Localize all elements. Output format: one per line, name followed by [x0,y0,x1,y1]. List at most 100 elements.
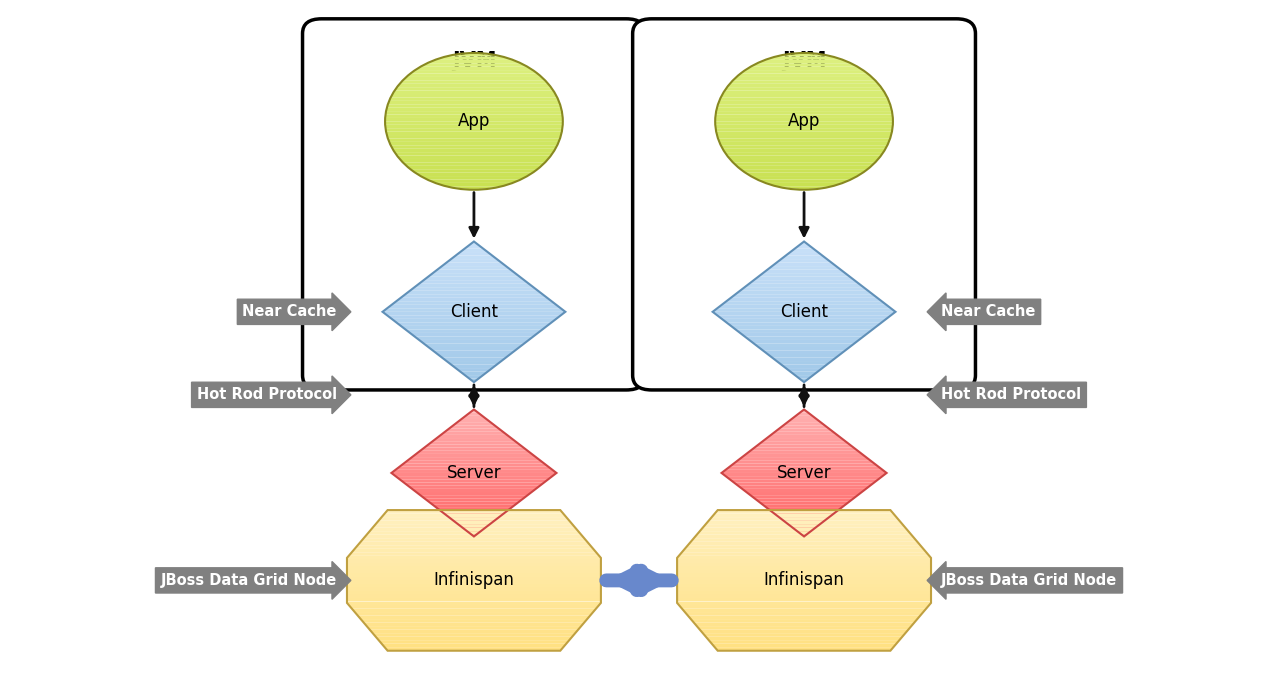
Polygon shape [414,284,533,287]
Polygon shape [387,104,561,108]
Polygon shape [405,291,542,294]
Polygon shape [465,530,482,534]
Polygon shape [424,277,524,280]
Polygon shape [754,277,854,280]
Polygon shape [378,517,569,520]
Polygon shape [403,163,544,166]
Polygon shape [716,121,893,125]
Polygon shape [734,460,874,464]
Polygon shape [437,435,511,438]
Text: Client: Client [780,303,828,321]
Polygon shape [412,454,535,457]
Polygon shape [346,556,601,559]
Polygon shape [420,63,528,66]
Polygon shape [736,291,873,294]
Polygon shape [396,298,552,301]
Polygon shape [721,94,887,98]
Polygon shape [771,511,837,514]
Polygon shape [433,350,515,354]
Polygon shape [713,309,896,312]
Polygon shape [458,524,491,527]
Polygon shape [677,591,932,594]
Polygon shape [730,464,878,466]
Polygon shape [716,115,893,118]
Polygon shape [763,504,845,508]
Polygon shape [783,422,824,426]
Polygon shape [746,492,861,495]
Polygon shape [442,358,506,361]
Polygon shape [736,329,873,333]
Polygon shape [367,531,581,535]
Polygon shape [781,255,827,259]
Polygon shape [404,482,544,486]
Polygon shape [433,438,515,441]
Polygon shape [697,626,911,630]
Polygon shape [716,118,893,121]
Polygon shape [694,535,914,538]
Polygon shape [688,542,920,545]
Polygon shape [791,416,817,419]
Polygon shape [677,577,932,581]
Polygon shape [791,527,817,530]
Polygon shape [456,252,492,255]
FancyBboxPatch shape [303,19,645,390]
Polygon shape [736,166,872,170]
Polygon shape [766,183,842,186]
Text: App: App [787,112,820,130]
Polygon shape [346,584,601,588]
Polygon shape [758,273,850,277]
FancyBboxPatch shape [633,19,975,390]
Polygon shape [714,510,893,513]
Polygon shape [378,640,569,644]
Polygon shape [428,347,520,350]
Polygon shape [395,87,553,91]
Polygon shape [677,584,932,588]
Polygon shape [437,508,511,511]
Polygon shape [400,480,548,482]
Polygon shape [786,252,822,255]
Polygon shape [688,616,920,619]
Polygon shape [758,347,850,350]
Polygon shape [449,518,498,520]
Polygon shape [400,159,548,163]
Polygon shape [389,138,560,142]
Polygon shape [754,343,854,347]
Polygon shape [745,172,863,176]
Polygon shape [730,159,878,163]
Polygon shape [795,245,813,248]
Polygon shape [401,326,547,329]
Polygon shape [777,361,832,365]
Polygon shape [725,87,883,91]
Polygon shape [385,121,562,125]
Polygon shape [446,53,502,57]
Polygon shape [717,316,891,319]
Polygon shape [734,163,875,166]
Polygon shape [397,156,551,159]
Polygon shape [763,270,845,273]
Polygon shape [454,520,495,524]
Polygon shape [716,108,892,111]
Polygon shape [346,570,601,574]
Polygon shape [420,495,528,498]
Polygon shape [391,301,556,304]
Text: Server: Server [446,464,501,482]
Polygon shape [705,637,902,640]
Polygon shape [730,480,878,482]
Polygon shape [346,559,601,563]
Polygon shape [346,563,601,566]
Polygon shape [734,482,874,486]
Polygon shape [460,372,488,375]
Polygon shape [451,255,497,259]
Polygon shape [726,298,882,301]
Text: Hot Rod Protocol: Hot Rod Protocol [197,388,337,402]
Polygon shape [400,80,548,84]
Polygon shape [346,566,601,570]
Polygon shape [720,142,888,145]
Polygon shape [691,619,918,623]
Polygon shape [445,428,502,432]
Polygon shape [714,647,893,650]
Polygon shape [800,534,808,536]
Polygon shape [730,80,878,84]
Polygon shape [417,492,532,495]
Polygon shape [677,581,932,584]
